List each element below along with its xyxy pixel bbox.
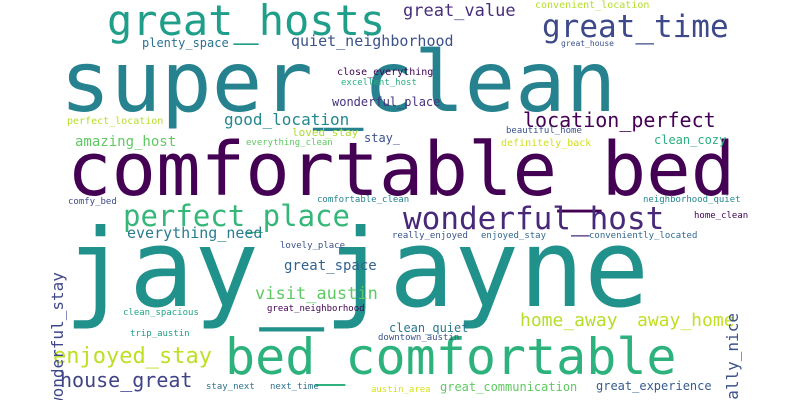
word-amazing-host: amazing_host: [75, 134, 177, 150]
word-good-location: good_location: [224, 110, 350, 129]
word-excellent-host: excellent_host: [341, 78, 417, 88]
word-stay-next: stay_next: [206, 382, 255, 392]
word-great-neighborhood: great_neighborhood: [267, 304, 365, 314]
word-perfect-location: perfect_location: [67, 116, 164, 127]
word-really-nice: really_nice: [723, 313, 742, 400]
word-clean-spacious: clean_spacious: [123, 308, 199, 318]
word-great-time: great_time: [542, 9, 729, 45]
word-house-great: house_great: [60, 368, 193, 392]
word-everything-need: everything_need: [127, 224, 263, 242]
word-bed-comfortable: bed_comfortable: [225, 328, 677, 386]
word-great-value: great_value: [403, 1, 516, 21]
word-convenient-location: convenient_location: [535, 0, 650, 11]
word-perfect-place: perfect_place: [123, 199, 350, 233]
word-definitely-back: definitely_back: [501, 138, 592, 149]
word-comfortable-bed: comfortable_bed: [67, 127, 736, 213]
word-great-experience: great_experience: [596, 379, 712, 393]
word-great-house: great_house: [561, 39, 614, 48]
word-comfortable-clean: comfortable_clean: [317, 195, 410, 205]
word-comfy-bed: comfy_bed: [68, 197, 117, 207]
word-austin-area: austin_area: [371, 385, 431, 395]
word-neighborhood-quiet: neighborhood_quiet: [643, 195, 741, 205]
word-home-away: home_away: [520, 310, 618, 331]
word-loved-stay: loved_stay: [292, 126, 359, 139]
word-everything-clean: everything_clean: [246, 138, 333, 148]
word-super-clean: super_clean: [60, 33, 617, 131]
word-wonderful-place: wonderful_place: [332, 95, 441, 109]
word-wonderful-stay: wonderful_stay: [48, 272, 67, 400]
word-stay: stay_: [364, 131, 401, 145]
word-clean-quiet: clean_quiet: [389, 321, 469, 335]
word-great-communication: great_communication: [440, 380, 578, 394]
word-close-everything: close_everything: [337, 67, 434, 78]
word-clean-cozy: clean_cozy: [654, 133, 727, 147]
word-plenty-space: plenty_space: [142, 36, 229, 50]
word-wonderful-host: wonderful_host: [403, 201, 665, 237]
word-home-clean: home_clean: [694, 211, 749, 221]
word-great-hosts: great_hosts: [107, 0, 386, 45]
word-really-enjoyed: really_enjoyed: [392, 231, 468, 241]
word-beautiful-home: beautiful_home: [506, 126, 582, 136]
word-next-time: next_time: [270, 382, 319, 392]
word-jay-jayne: jay_jayne: [64, 207, 650, 332]
word-enjoyed-stay-small: enjoyed_stay: [481, 231, 547, 241]
word-visit-austin: visit_austin: [255, 284, 378, 304]
word-conveniently-located: conveniently_located: [589, 231, 698, 241]
word-location-perfect: location_perfect: [523, 108, 716, 132]
word-great-space: great_space: [284, 258, 377, 274]
word-lovely-place: lovely_place: [280, 241, 346, 251]
word-enjoyed-stay: enjoyed_stay: [53, 344, 212, 369]
word-quiet-neighborhood: quiet_neighborhood: [291, 32, 454, 50]
word-away-home: away_home: [637, 310, 735, 331]
word-trip-austin: trip_austin: [130, 329, 190, 339]
word-downtown-austin: downtown_austin: [378, 333, 460, 343]
